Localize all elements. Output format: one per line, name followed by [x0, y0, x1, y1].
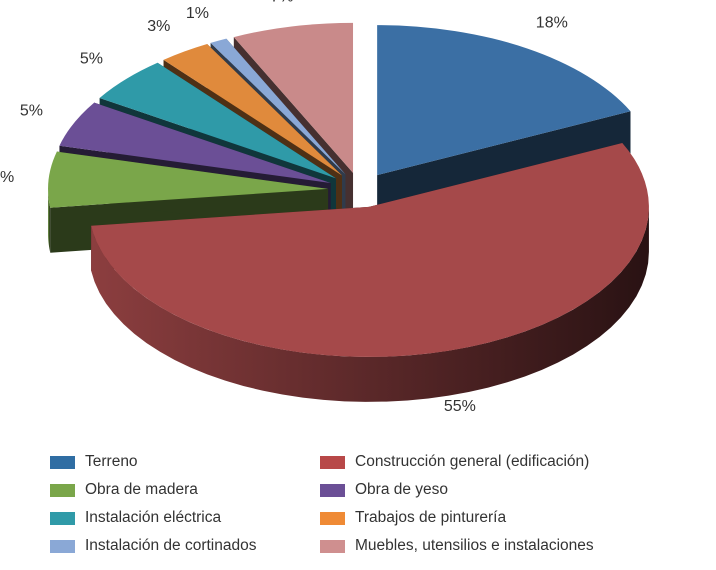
- slice-top-obra-de-madera: [48, 151, 329, 208]
- legend-label-muebles: Muebles, utensilios e instalaciones: [355, 537, 594, 554]
- slices-layer: [48, 22, 649, 402]
- labels-layer: 7% 1% 18% 3% 5% 5% 6% 55%: [0, 0, 568, 415]
- legend-swatch-cortinados: [50, 539, 75, 553]
- legend-swatch-construccion: [320, 455, 345, 469]
- legend-label-pintureria: Trabajos de pinturería: [355, 509, 507, 526]
- slice-side-obra-de-madera: [48, 188, 51, 253]
- legend-label-madera: Obra de madera: [85, 481, 198, 498]
- legend-swatch-yeso: [320, 483, 345, 497]
- legend-item-yeso: Obra de yeso: [320, 480, 448, 500]
- legend-label-terreno: Terreno: [85, 453, 138, 470]
- legend-item-cortinados: Instalación de cortinados: [50, 536, 256, 556]
- legend-label-electrica: Instalación eléctrica: [85, 509, 222, 526]
- legend-label-construccion: Construcción general (edificación): [355, 453, 590, 470]
- legend-label-yeso: Obra de yeso: [355, 481, 449, 498]
- slice-construccion-general-edificacion: [91, 143, 649, 402]
- slice-top-terreno: [377, 25, 631, 176]
- slice-top-instalacion-electrica: [99, 62, 336, 179]
- legend-item-terreno: Terreno: [50, 452, 138, 472]
- slice-top-instalacion-de-cortinados: [210, 38, 346, 175]
- slice-top-construccion-general-edificacion: [91, 143, 649, 357]
- legend-label-cortinados: Instalación de cortinados: [85, 537, 257, 554]
- pie-chart: 7% 1% 18% 3% 5% 5% 6% 55%: [0, 0, 649, 415]
- data-label-obra-de-madera: 6%: [0, 169, 14, 186]
- legend-item-pintureria: Trabajos de pinturería: [320, 508, 506, 528]
- data-label-instalacion-de-cortinados: 1%: [186, 5, 209, 22]
- slice-side-construccion-general-edificacion: [91, 206, 649, 402]
- legend-swatch-madera: [50, 483, 75, 497]
- data-label-terreno: 18%: [536, 14, 568, 31]
- legend-swatch-terreno: [50, 455, 75, 469]
- legend-swatch-pintureria: [320, 511, 345, 525]
- legend-item-construccion: Construcción general (edificación): [320, 452, 589, 472]
- legend-item-muebles: Muebles, utensilios e instalaciones: [320, 536, 594, 556]
- legend-swatch-electrica: [50, 511, 75, 525]
- slice-top-obra-de-yeso: [59, 102, 331, 184]
- data-label-muebles-utensilios-e-instalaciones: 7%: [270, 0, 293, 5]
- data-label-instalacion-electrica: 5%: [80, 51, 103, 68]
- legend-item-madera: Obra de madera: [50, 480, 198, 500]
- data-label-trabajos-de-pintureria: 3%: [147, 18, 170, 35]
- slice-top-muebles-utensilios-e-instalaciones: [233, 22, 354, 173]
- legend-swatch-muebles: [320, 539, 345, 553]
- slice-top-trabajos-de-pintureria: [163, 43, 343, 176]
- data-label-construccion-general-edificacion: 55%: [444, 398, 476, 415]
- data-label-obra-de-yeso: 5%: [20, 103, 43, 120]
- legend-item-electrica: Instalación eléctrica: [50, 508, 221, 528]
